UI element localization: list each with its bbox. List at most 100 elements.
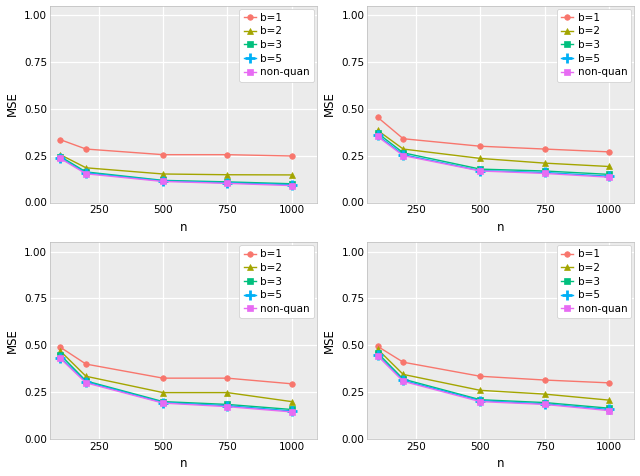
- Line: non-quan: non-quan: [58, 356, 294, 415]
- non-quan: [288, 183, 296, 188]
- b=2: [541, 160, 548, 166]
- Line: b=3: b=3: [58, 352, 294, 412]
- b=3: [159, 399, 167, 405]
- b=3: [605, 171, 612, 177]
- Line: b=1: b=1: [58, 345, 294, 387]
- Line: b=1: b=1: [375, 344, 612, 386]
- b=2: [374, 346, 381, 352]
- b=1: [399, 359, 407, 365]
- non-quan: [288, 409, 296, 415]
- b=5: [159, 178, 167, 184]
- b=5: [288, 182, 296, 188]
- b=2: [374, 128, 381, 133]
- b=5: [56, 355, 64, 360]
- Y-axis label: MSE: MSE: [323, 91, 336, 117]
- non-quan: [541, 402, 548, 407]
- b=2: [82, 165, 90, 171]
- b=5: [288, 408, 296, 414]
- b=3: [374, 130, 381, 136]
- b=5: [223, 180, 231, 186]
- b=5: [159, 400, 167, 406]
- b=1: [82, 361, 90, 367]
- non-quan: [399, 378, 407, 384]
- b=1: [56, 344, 64, 350]
- b=2: [82, 373, 90, 379]
- Line: b=2: b=2: [374, 127, 612, 170]
- b=3: [541, 400, 548, 406]
- b=2: [159, 171, 167, 177]
- b=5: [399, 152, 407, 158]
- b=5: [605, 407, 612, 412]
- Line: b=3: b=3: [58, 154, 294, 187]
- b=2: [288, 399, 296, 405]
- X-axis label: n: n: [180, 221, 188, 234]
- Line: non-quan: non-quan: [58, 156, 294, 188]
- Line: b=2: b=2: [57, 347, 295, 405]
- non-quan: [56, 156, 64, 161]
- b=2: [288, 172, 296, 178]
- Line: non-quan: non-quan: [375, 353, 612, 413]
- Y-axis label: MSE: MSE: [6, 328, 19, 353]
- X-axis label: n: n: [180, 457, 188, 470]
- b=3: [541, 168, 548, 174]
- b=2: [56, 348, 64, 354]
- Line: b=1: b=1: [58, 137, 294, 159]
- b=3: [82, 378, 90, 384]
- b=3: [56, 352, 64, 357]
- b=2: [476, 156, 484, 161]
- b=1: [374, 114, 381, 120]
- b=5: [223, 403, 231, 408]
- b=1: [476, 373, 484, 379]
- b=1: [288, 381, 296, 387]
- Line: non-quan: non-quan: [375, 134, 612, 180]
- non-quan: [223, 404, 231, 409]
- b=2: [56, 152, 64, 158]
- b=2: [399, 146, 407, 152]
- Line: b=5: b=5: [372, 350, 614, 414]
- b=5: [56, 155, 64, 161]
- b=1: [541, 377, 548, 383]
- X-axis label: n: n: [497, 457, 504, 470]
- b=1: [56, 137, 64, 142]
- b=3: [399, 150, 407, 156]
- b=1: [159, 375, 167, 381]
- b=5: [541, 169, 548, 175]
- b=1: [541, 146, 548, 152]
- b=5: [374, 132, 381, 138]
- b=5: [476, 168, 484, 173]
- b=2: [399, 372, 407, 377]
- b=5: [82, 170, 90, 176]
- non-quan: [605, 408, 612, 414]
- Line: b=5: b=5: [372, 130, 614, 181]
- b=1: [223, 152, 231, 158]
- b=5: [605, 173, 612, 179]
- b=1: [399, 136, 407, 141]
- b=5: [82, 379, 90, 385]
- b=1: [605, 380, 612, 386]
- b=2: [159, 390, 167, 396]
- Line: b=3: b=3: [375, 350, 612, 411]
- Y-axis label: MSE: MSE: [323, 328, 336, 353]
- Line: b=1: b=1: [375, 114, 612, 155]
- b=3: [288, 181, 296, 187]
- b=1: [476, 143, 484, 149]
- non-quan: [223, 180, 231, 186]
- b=1: [223, 375, 231, 381]
- non-quan: [374, 134, 381, 139]
- b=2: [223, 390, 231, 396]
- b=3: [82, 169, 90, 175]
- b=3: [374, 350, 381, 356]
- non-quan: [82, 171, 90, 177]
- Y-axis label: MSE: MSE: [6, 91, 19, 117]
- b=3: [288, 407, 296, 412]
- Legend: b=1, b=2, b=3, b=5, non-quan: b=1, b=2, b=3, b=5, non-quan: [557, 245, 631, 318]
- b=1: [288, 153, 296, 159]
- Line: b=3: b=3: [375, 130, 612, 177]
- b=1: [605, 149, 612, 155]
- b=5: [399, 377, 407, 383]
- non-quan: [476, 399, 484, 405]
- non-quan: [605, 174, 612, 180]
- b=5: [374, 352, 381, 358]
- b=2: [476, 387, 484, 393]
- Line: b=5: b=5: [56, 353, 296, 416]
